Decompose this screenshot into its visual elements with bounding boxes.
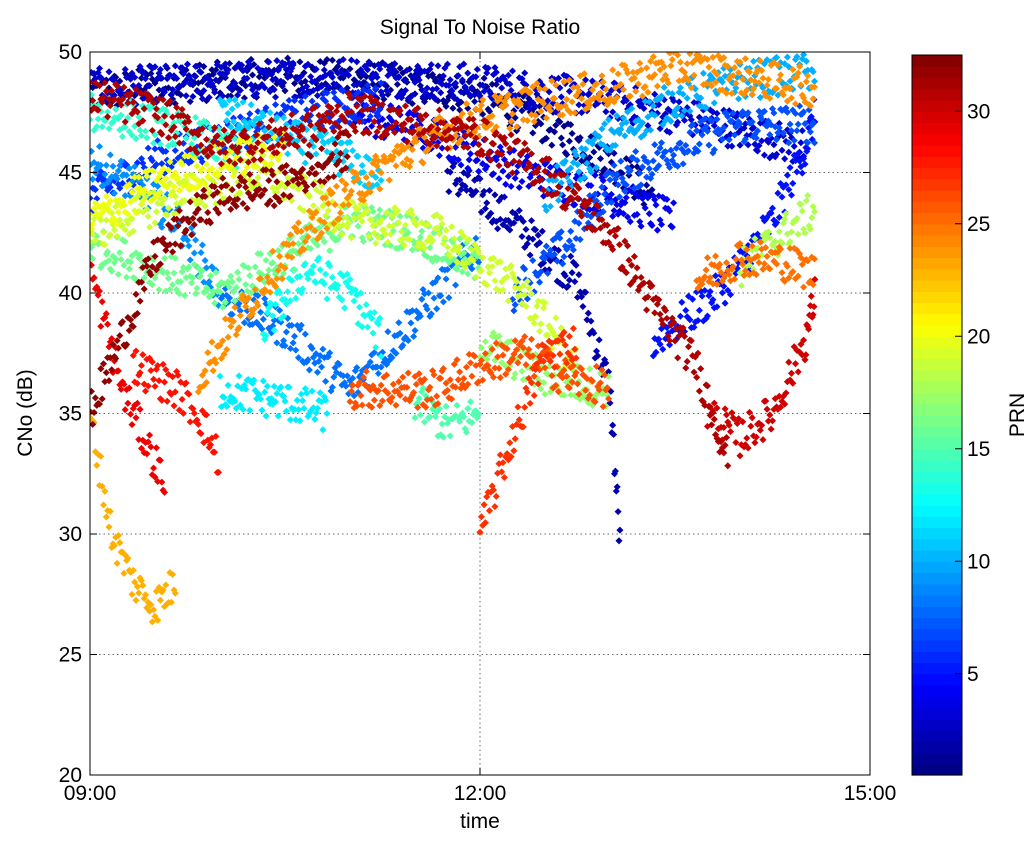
data-point <box>671 44 678 51</box>
